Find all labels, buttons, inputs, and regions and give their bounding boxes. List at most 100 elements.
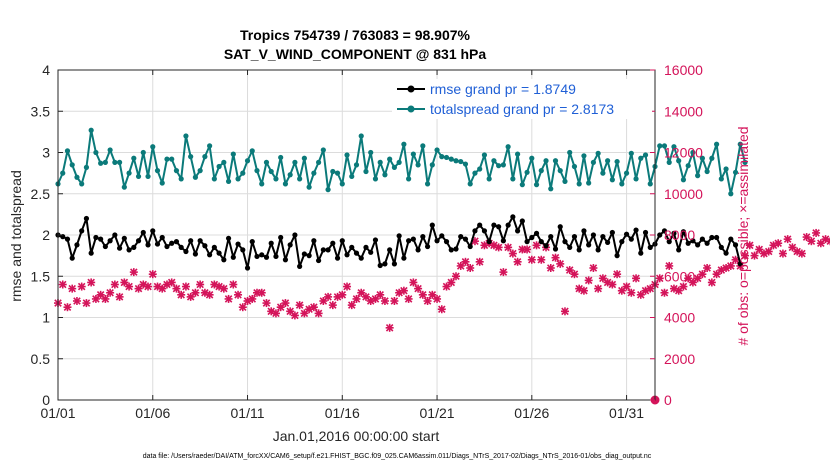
- assimilated-marker: [229, 280, 238, 289]
- rmse-point: [387, 247, 393, 253]
- rmse-point: [420, 234, 426, 240]
- rmse-point: [150, 228, 156, 234]
- assimilated-marker: [376, 290, 385, 299]
- rmse-point: [647, 244, 653, 250]
- assimilated-marker: [148, 270, 157, 279]
- assimilated-marker: [556, 259, 565, 268]
- rmse-point: [567, 244, 573, 250]
- totalspread-point: [131, 155, 137, 161]
- assimilated-marker: [764, 247, 773, 256]
- rmse-point: [496, 224, 502, 230]
- x-tick-label: 01/31: [609, 405, 644, 421]
- assimilated-marker: [826, 237, 830, 246]
- totalspread-point: [377, 159, 383, 165]
- rmse-point: [344, 252, 350, 258]
- chart-subtitle: SAT_V_WIND_COMPONENT @ 831 hPa: [224, 46, 487, 62]
- totalspread-point: [406, 176, 412, 182]
- totalspread-point: [268, 168, 274, 175]
- totalspread-point: [126, 170, 132, 176]
- rmse-point: [614, 253, 620, 259]
- totalspread-point: [145, 173, 151, 180]
- totalspread-point: [628, 150, 634, 156]
- rmse-point: [64, 236, 71, 242]
- totalspread-point: [98, 160, 104, 166]
- assimilated-marker: [812, 228, 821, 237]
- rmse-point: [207, 252, 213, 258]
- assimilated-marker: [290, 311, 299, 320]
- x-axis-label: Jan.01,2016 00:00:00 start: [273, 428, 440, 444]
- rmse-point: [514, 228, 521, 234]
- y-right-tick-label: 2000: [664, 351, 695, 367]
- chart-title: Tropics 754739 / 763083 = 98.907%: [240, 27, 471, 43]
- totalspread-point: [718, 176, 724, 182]
- rmse-point: [609, 229, 615, 236]
- assimilated-marker: [655, 274, 664, 283]
- totalspread-point: [467, 181, 473, 187]
- assimilated-marker: [196, 280, 205, 289]
- rmse-point: [657, 232, 663, 238]
- rmse-point: [164, 243, 170, 250]
- assimilated-marker: [262, 299, 271, 308]
- y-tick-label: 0.5: [31, 351, 51, 367]
- rmse-point: [140, 229, 146, 236]
- y-right-tick-label: 4000: [664, 310, 695, 326]
- y-tick-label: 3.5: [31, 103, 51, 119]
- rmse-point: [396, 233, 402, 239]
- assimilated-marker: [807, 237, 816, 246]
- rmse-point: [334, 255, 341, 261]
- rmse-point: [713, 234, 720, 241]
- assimilated-marker: [91, 294, 100, 303]
- totalspread-point: [638, 155, 644, 161]
- assimilated-marker: [309, 303, 318, 312]
- assimilated-marker: [120, 278, 129, 287]
- assimilated-marker: [560, 307, 569, 316]
- assimilated-marker: [461, 257, 470, 266]
- y-tick-label: 1.5: [31, 268, 51, 284]
- totalspread-point: [382, 172, 388, 178]
- totalspread-point: [121, 184, 127, 190]
- totalspread-point: [116, 159, 123, 165]
- totalspread-point: [372, 176, 379, 182]
- rmse-point: [524, 239, 530, 245]
- assimilated-marker: [385, 323, 394, 332]
- assimilated-marker: [523, 245, 532, 254]
- assimilated-marker: [219, 284, 228, 293]
- totalspread-point: [671, 144, 677, 150]
- assimilated-marker: [257, 288, 266, 297]
- totalspread-point: [434, 147, 440, 153]
- totalspread-point: [211, 176, 217, 182]
- assimilated-marker: [437, 305, 446, 314]
- totalspread-point: [273, 176, 279, 182]
- assimilated-marker: [499, 268, 508, 277]
- assimilated-marker: [96, 290, 105, 299]
- totalspread-point: [60, 170, 66, 176]
- assimilated-marker: [660, 288, 669, 297]
- rmse-point: [406, 238, 412, 244]
- assimilated-marker: [129, 268, 138, 277]
- rmse-point: [467, 243, 473, 250]
- rmse-point: [135, 238, 142, 244]
- totalspread-point: [169, 156, 175, 162]
- rmse-point: [595, 247, 601, 253]
- assimilated-marker: [627, 288, 636, 297]
- rmse-point: [349, 244, 355, 250]
- totalspread-point: [368, 149, 374, 156]
- assimilated-marker: [224, 294, 233, 303]
- totalspread-point: [150, 144, 156, 150]
- rmse-point: [254, 253, 260, 260]
- totalspread-point: [505, 144, 511, 150]
- rmse-point: [83, 215, 90, 222]
- x-tick-label: 01/01: [40, 405, 75, 421]
- rmse-point: [410, 236, 416, 242]
- x-tick-label: 01/26: [514, 405, 549, 421]
- totalspread-point: [192, 174, 199, 180]
- rmse-point: [235, 241, 241, 247]
- totalspread-point: [311, 170, 317, 176]
- assimilated-marker: [613, 270, 622, 279]
- assimilated-marker: [418, 290, 427, 299]
- rmse-point: [202, 243, 208, 249]
- rmse-point: [131, 244, 137, 250]
- assimilated-marker: [537, 255, 546, 264]
- totalspread-point: [401, 141, 407, 147]
